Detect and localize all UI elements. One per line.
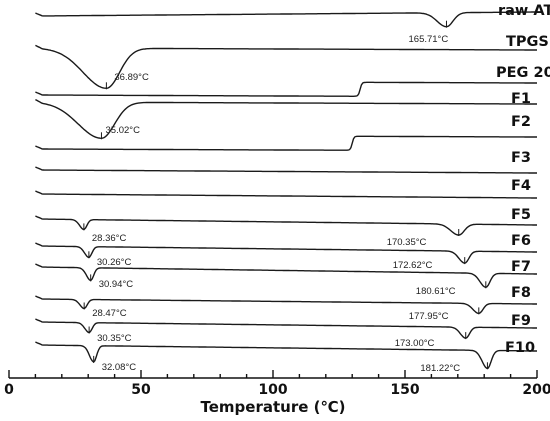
peak-label-f7-0: 30.94°C — [99, 279, 134, 290]
series-label-peg-200: PEG 200 — [496, 65, 550, 81]
peak-label-f9-0: 30.35°C — [97, 333, 132, 344]
curves-group — [35, 11, 537, 370]
x-axis: 0 50 100 150 200 — [4, 370, 550, 398]
curve-raw-atr — [35, 11, 537, 28]
curve-f6 — [35, 242, 537, 264]
peak-label-f10-0: 32.08°C — [102, 362, 137, 373]
x-tick-label-0: 0 — [4, 382, 14, 398]
peak-label-f8-1: 177.95°C — [409, 311, 449, 322]
series-label-f9: F9 — [511, 313, 531, 329]
series-label-f4: F4 — [511, 178, 531, 194]
peak-label-f9-1: 173.00°C — [395, 338, 435, 349]
curve-f7 — [35, 263, 537, 289]
x-tick-label-50: 50 — [131, 382, 151, 398]
curve-peg-200 — [35, 81, 537, 97]
curve-f3 — [35, 166, 537, 174]
series-label-f1: F1 — [511, 91, 531, 107]
series-label-f3: F3 — [511, 150, 531, 166]
peak-label-f1-0: 35.02°C — [106, 125, 141, 136]
series-label-f7: F7 — [511, 259, 531, 275]
curve-f1 — [35, 98, 537, 140]
curve-f10 — [35, 341, 537, 370]
series-label-f2: F2 — [511, 114, 531, 130]
x-tick-label-150: 150 — [390, 382, 419, 398]
x-ticks-group: 0 50 100 150 200 — [4, 370, 550, 398]
peak-label-f5-0: 28.36°C — [92, 233, 127, 244]
series-label-f10: F10 — [505, 340, 535, 356]
series-label-tpgs: TPGS — [506, 34, 549, 50]
curve-f4 — [35, 190, 537, 199]
peak-label-f6-1: 172.62°C — [393, 260, 433, 271]
series-labels-group: raw ATR TPGS PEG 200 F1 F2 F3 F4 F5 F6 F7 F8 F9 F10 — [496, 3, 550, 356]
peak-labels-group: 165.71°C 36.89°C 35.02°C 28.36°C 170.35°C 30.… — [83, 20, 488, 374]
peak-label-f8-0: 28.47°C — [92, 308, 127, 319]
peak-label-f5-1: 170.35°C — [387, 237, 427, 248]
peak-label-f6-0: 30.26°C — [97, 257, 132, 268]
x-axis-title: Temperature (℃) — [201, 398, 346, 416]
series-label-f8: F8 — [511, 285, 531, 301]
x-tick-label-200: 200 — [522, 382, 550, 398]
x-tick-label-100: 100 — [258, 382, 287, 398]
peak-label-tpgs-0: 36.89°C — [114, 72, 149, 83]
series-label-raw-atr: raw ATR — [498, 3, 550, 19]
peak-label-raw-atr-0: 165.71°C — [409, 34, 449, 45]
curve-tpgs — [35, 44, 537, 90]
curve-f5 — [35, 215, 537, 236]
series-label-f5: F5 — [511, 207, 531, 223]
curve-f8 — [35, 295, 537, 315]
series-label-f6: F6 — [511, 233, 531, 249]
curve-f2 — [35, 135, 537, 151]
peak-label-f7-1: 180.61°C — [416, 286, 456, 297]
curve-f9 — [35, 318, 537, 339]
peak-label-f10-1: 181.22°C — [420, 363, 460, 374]
